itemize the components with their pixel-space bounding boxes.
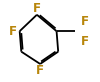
Text: F: F	[80, 35, 88, 48]
Text: F: F	[33, 2, 41, 15]
Text: F: F	[36, 64, 44, 77]
Text: F: F	[9, 25, 17, 38]
Text: F: F	[80, 15, 88, 28]
